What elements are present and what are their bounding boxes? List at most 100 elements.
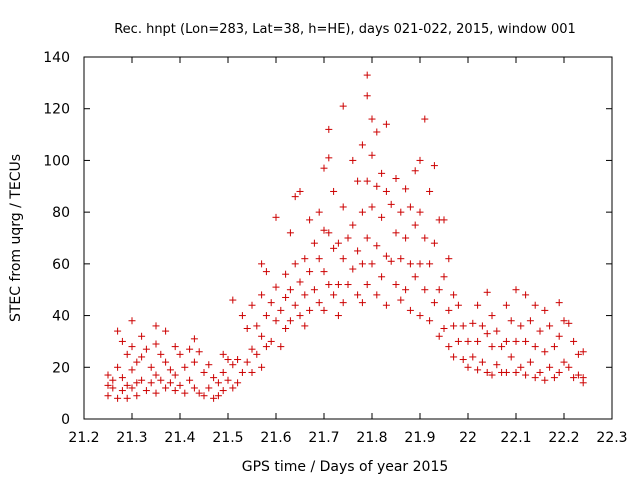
data-point [574,371,582,379]
data-point [426,260,434,268]
data-point [440,273,448,281]
data-point [157,350,165,358]
data-point [354,291,362,299]
data-point [354,177,362,185]
data-point [416,208,424,216]
data-point [546,363,554,371]
data-point [454,301,462,309]
data-point [531,301,539,309]
data-point [306,268,314,276]
data-point [253,322,261,330]
data-point [526,358,534,366]
data-point [258,363,266,371]
data-point [142,387,150,395]
data-point [128,343,136,351]
data-point [507,317,515,325]
data-point [502,368,510,376]
data-point [344,234,352,242]
data-point [373,182,381,190]
data-point [565,319,573,327]
data-point [262,343,270,351]
data-point [267,337,275,345]
data-point [459,356,467,364]
data-point [478,322,486,330]
data-point [488,343,496,351]
data-point [219,350,227,358]
data-point [555,368,563,376]
data-point [560,358,568,366]
data-point [560,317,568,325]
data-point [123,381,131,389]
data-points-layer [104,71,587,402]
data-point [320,164,328,172]
data-point [325,229,333,237]
data-point [550,343,558,351]
data-point [200,392,208,400]
data-point [531,343,539,351]
data-point [354,247,362,255]
data-point [339,255,347,263]
data-point [219,387,227,395]
data-point [195,348,203,356]
x-axis-title: GPS time / Days of year 2015 [242,459,449,475]
chart-title: Rec. hnpt (Lon=283, Lat=38, h=HE), days … [114,22,576,37]
data-point [402,185,410,193]
data-point [224,356,232,364]
data-point [334,239,342,247]
data-point [421,286,429,294]
data-point [363,92,371,100]
data-point [301,322,309,330]
data-point [579,379,587,387]
data-point [454,337,462,345]
data-point [123,350,131,358]
data-point [238,368,246,376]
y-tick-label: 60 [52,257,70,273]
data-point [325,281,333,289]
data-point [214,392,222,400]
x-tick-label: 21.3 [116,430,147,446]
data-point [349,156,357,164]
data-point [224,376,232,384]
data-point [421,234,429,242]
data-point [258,332,266,340]
data-point [253,350,261,358]
data-point [166,366,174,374]
data-point [339,203,347,211]
data-point [483,368,491,376]
data-point [387,257,395,265]
data-point [474,337,482,345]
data-point [190,335,198,343]
data-point [445,343,453,351]
data-point [306,306,314,314]
data-point [138,376,146,384]
data-point [118,337,126,345]
data-point [522,337,530,345]
data-point [522,371,530,379]
data-point [382,301,390,309]
data-point [450,291,458,299]
data-point [426,317,434,325]
data-point [392,175,400,183]
data-point [109,376,117,384]
data-point [493,361,501,369]
y-axis-title: STEC from uqrg / TECUs [8,154,24,322]
data-point [162,384,170,392]
data-point [430,239,438,247]
data-point [378,213,386,221]
data-point [330,244,338,252]
data-point [286,229,294,237]
data-point [162,358,170,366]
data-point [138,353,146,361]
data-point [358,208,366,216]
data-point [210,394,218,402]
data-point [440,325,448,332]
data-point [416,260,424,268]
data-point [411,273,419,281]
data-point [430,299,438,307]
data-point [118,387,126,395]
data-point [325,125,333,133]
data-point [517,322,525,330]
data-point [339,102,347,110]
data-point [277,306,285,314]
